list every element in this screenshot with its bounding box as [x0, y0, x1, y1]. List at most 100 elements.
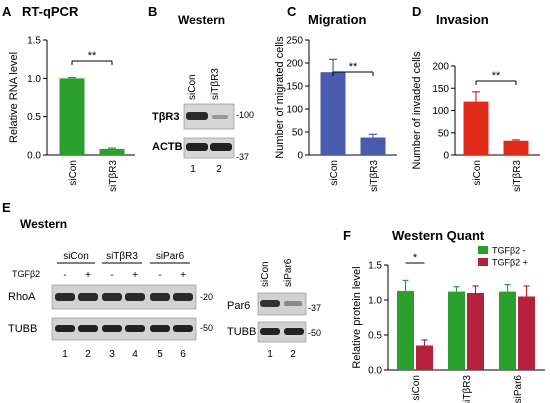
blot-e-band-tubb: [55, 325, 75, 332]
blot-b-band: [186, 112, 208, 120]
blot-e2-lane-label: siPar6: [283, 258, 294, 287]
blot-e2-lane-label: siCon: [260, 261, 271, 287]
blot-e-lane-number: 5: [157, 349, 163, 360]
blot-e-band-tubb: [173, 325, 193, 332]
significance-marker: **: [349, 61, 358, 73]
blot-e2-band: [260, 328, 280, 335]
panel-title-e: Western: [20, 217, 67, 231]
blot-e-band-rhoa: [55, 293, 75, 301]
blot-b-row-label: ACTB: [152, 141, 183, 153]
blot-e-lane-number: 3: [109, 349, 115, 360]
bar: [467, 293, 484, 370]
blot-e-sign: -: [110, 270, 113, 281]
panel-title-a: RT-qPCR: [22, 4, 79, 19]
y-tick-label: 50: [438, 128, 450, 139]
y-tick-label: 1.0: [368, 296, 382, 307]
bar: [499, 291, 516, 370]
bar: [448, 291, 465, 370]
blot-e-marker: -50: [200, 323, 213, 333]
y-axis-label: Number of invaded cells: [411, 51, 423, 170]
blot-b-lane-label: siTβR3: [210, 68, 221, 100]
y-tick-label: 200: [432, 62, 449, 73]
y-tick-label: 250: [286, 36, 303, 47]
category-label: siTβR3: [369, 160, 380, 192]
legend-label: TGFβ2 -: [492, 246, 526, 256]
blot-e-group-label: siCon: [63, 251, 89, 262]
blot-e-group-label: siTβR3: [106, 251, 138, 262]
blot-e-membrane-top: [51, 284, 197, 310]
bar: [320, 72, 346, 155]
blot-e-band-rhoa: [173, 293, 193, 301]
blot-e2-band: [284, 328, 304, 335]
y-tick-label: 150: [286, 82, 303, 93]
blot-b: siCon siTβR3 TβR3 ACTB -100 -37 1 2: [152, 68, 254, 175]
panel-title-d: Invasion: [436, 12, 489, 27]
blot-e-lane-number: 1: [62, 349, 68, 360]
category-label: siTβR3: [512, 160, 523, 192]
blot-e-row-label: TUBB: [8, 323, 37, 335]
blot-b-band: [210, 143, 232, 151]
chart-a-rtqpcr: 0.0 0.5 1.0 1.5 Relative RNA level siCon siTβR…: [8, 36, 135, 192]
y-tick-label: 0: [297, 151, 303, 162]
blot-b-lane-number: 2: [216, 164, 222, 175]
blot-b-band: [212, 115, 228, 119]
blot-e2-row-label: Par6: [227, 300, 250, 312]
blot-e-band-rhoa: [78, 293, 98, 301]
blot-e-band-rhoa: [102, 293, 122, 301]
category-label: siTβR3: [462, 375, 473, 403]
chart-d-invasion: 0 50 100 150 200 Number of invaded cells siCon…: [411, 51, 540, 192]
bar: [360, 137, 386, 155]
blot-e2-row-label: TUBB: [227, 326, 256, 338]
y-tick-label: 0.5: [27, 112, 41, 123]
y-tick-label: 150: [432, 84, 449, 95]
blot-b-lane-label: siCon: [187, 74, 198, 100]
category-label: siCon: [329, 160, 340, 186]
blot-e2-lane-number: 1: [267, 349, 273, 360]
chart-f-western-quant: 0.0 0.5 1.0 1.5 Relative protein level siCon s…: [351, 246, 545, 403]
panel-letter-b: B: [148, 4, 157, 19]
y-tick-label: 1.0: [27, 74, 41, 85]
blot-e-lane-number: 6: [180, 349, 186, 360]
blot-e-band-rhoa: [125, 293, 145, 301]
blot-e-lane-number: 2: [85, 349, 91, 360]
blot-e-sign: +: [132, 270, 138, 281]
blot-b-marker: -37: [236, 152, 249, 162]
panel-title-f: Western Quant: [392, 228, 485, 243]
significance-marker: **: [492, 70, 501, 82]
y-tick-label: 0.5: [368, 331, 382, 342]
bar: [59, 78, 85, 155]
blot-e2-lane-number: 2: [290, 349, 296, 360]
category-label: siCon: [411, 375, 422, 401]
blot-b-lane-number: 1: [190, 164, 196, 175]
y-tick-label: 0.0: [27, 151, 41, 162]
bar: [463, 101, 489, 155]
blot-e-group-label: siPar6: [156, 251, 185, 262]
bar: [397, 290, 414, 370]
y-axis-label: Relative RNA level: [8, 52, 20, 143]
panel-letter-f: F: [343, 228, 351, 243]
panel-letter-d: D: [412, 4, 421, 19]
blot-e-band-rhoa: [150, 293, 170, 301]
y-tick-label: 200: [286, 59, 303, 70]
y-axis-label: Relative protein level: [351, 266, 363, 368]
blot-e-right: siCon siPar6 Par6 TUBB -37 -50 1 2: [227, 258, 321, 360]
legend-swatch: [478, 246, 488, 254]
blot-e-sign: +: [180, 270, 186, 281]
legend-swatch: [478, 258, 488, 266]
legend-label: TGFβ2 +: [492, 258, 528, 268]
blot-e-band-tubb: [102, 325, 122, 332]
blot-b-band: [186, 143, 208, 151]
bar: [518, 296, 535, 370]
blot-b-marker: -100: [236, 110, 254, 120]
blot-e-treatment-label: TGFβ2: [12, 269, 40, 279]
blot-e-band-tubb: [125, 325, 145, 332]
category-label: siTβR3: [108, 160, 119, 192]
panel-letter-c: C: [287, 4, 297, 19]
blot-e2-marker: -50: [308, 328, 321, 338]
category-label: siPar6: [513, 375, 524, 403]
panel-letter-e: E: [2, 200, 11, 215]
blot-e-sign: -: [158, 270, 161, 281]
y-tick-label: 1.5: [368, 261, 382, 272]
y-tick-label: 100: [432, 106, 449, 117]
